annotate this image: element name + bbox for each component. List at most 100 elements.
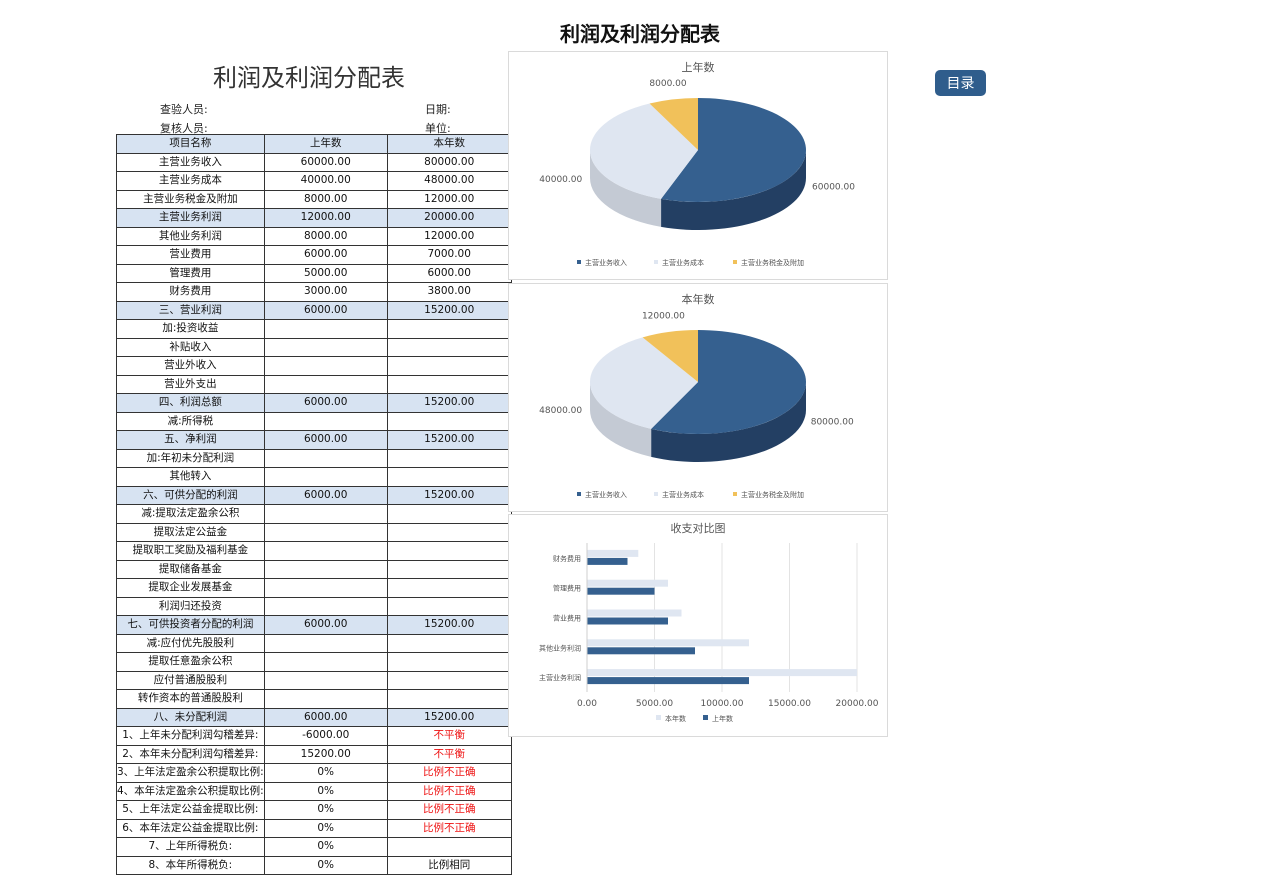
row-item-name[interactable]: 四、利润总额 (116, 393, 265, 413)
row-prev-value[interactable]: 0% (263, 818, 388, 838)
row-item-name[interactable]: 提取任意盈余公积 (116, 652, 265, 672)
row-curr-value[interactable]: 15200.00 (386, 430, 512, 450)
row-curr-value[interactable] (386, 837, 512, 857)
row-prev-value[interactable] (263, 559, 388, 579)
row-curr-value[interactable]: 15200.00 (386, 393, 512, 413)
row-item-name[interactable]: 转作资本的普通股股利 (116, 689, 265, 709)
row-prev-value[interactable]: 0% (263, 800, 388, 820)
row-item-name[interactable]: 提取企业发展基金 (116, 578, 265, 598)
row-prev-value[interactable]: 8000.00 (263, 189, 388, 209)
row-curr-value[interactable] (386, 374, 512, 394)
row-prev-value[interactable]: 0% (263, 763, 388, 783)
row-item-name[interactable]: 三、营业利润 (116, 300, 265, 320)
row-curr-value[interactable]: 15200.00 (386, 300, 512, 320)
row-item-name[interactable]: 4、本年法定盈余公积提取比例: (116, 781, 265, 801)
row-curr-value[interactable] (386, 504, 512, 524)
row-prev-value[interactable]: -6000.00 (263, 726, 388, 746)
row-item-name[interactable]: 其他转入 (116, 467, 265, 487)
row-item-name[interactable]: 减:所得税 (116, 411, 265, 431)
row-item-name[interactable]: 减:提取法定盈余公积 (116, 504, 265, 524)
row-curr-value[interactable]: 比例相同 (386, 855, 512, 875)
row-prev-value[interactable]: 0% (263, 855, 388, 875)
row-item-name[interactable]: 其他业务利润 (116, 226, 265, 246)
row-item-name[interactable]: 营业费用 (116, 245, 265, 265)
row-curr-value[interactable]: 比例不正确 (386, 763, 512, 783)
row-curr-value[interactable] (386, 337, 512, 357)
row-item-name[interactable]: 应付普通股股利 (116, 670, 265, 690)
row-prev-value[interactable]: 6000.00 (263, 300, 388, 320)
row-item-name[interactable]: 财务费用 (116, 282, 265, 302)
row-prev-value[interactable] (263, 411, 388, 431)
row-curr-value[interactable] (386, 596, 512, 616)
row-prev-value[interactable]: 6000.00 (263, 615, 388, 635)
row-prev-value[interactable] (263, 467, 388, 487)
row-curr-value[interactable] (386, 652, 512, 672)
row-prev-value[interactable]: 6000.00 (263, 485, 388, 505)
row-item-name[interactable]: 2、本年未分配利润勾稽差异: (116, 744, 265, 764)
row-curr-value[interactable]: 12000.00 (386, 189, 512, 209)
row-item-name[interactable]: 提取储备基金 (116, 559, 265, 579)
row-item-name[interactable]: 主营业务成本 (116, 171, 265, 191)
row-curr-value[interactable] (386, 578, 512, 598)
row-prev-value[interactable] (263, 652, 388, 672)
row-curr-value[interactable] (386, 411, 512, 431)
row-item-name[interactable]: 管理费用 (116, 263, 265, 283)
row-prev-value[interactable] (263, 448, 388, 468)
row-prev-value[interactable] (263, 356, 388, 376)
row-item-name[interactable]: 六、可供分配的利润 (116, 485, 265, 505)
row-curr-value[interactable]: 48000.00 (386, 171, 512, 191)
row-item-name[interactable]: 5、上年法定公益金提取比例: (116, 800, 265, 820)
row-item-name[interactable]: 主营业务收入 (116, 152, 265, 172)
row-curr-value[interactable] (386, 448, 512, 468)
menu-button[interactable]: 目录 (935, 70, 986, 96)
row-item-name[interactable]: 利润归还投资 (116, 596, 265, 616)
row-curr-value[interactable] (386, 559, 512, 579)
row-curr-value[interactable] (386, 670, 512, 690)
row-curr-value[interactable]: 不平衡 (386, 744, 512, 764)
row-item-name[interactable]: 7、上年所得税负: (116, 837, 265, 857)
row-curr-value[interactable]: 不平衡 (386, 726, 512, 746)
row-prev-value[interactable]: 6000.00 (263, 430, 388, 450)
row-prev-value[interactable]: 0% (263, 837, 388, 857)
row-item-name[interactable]: 五、净利润 (116, 430, 265, 450)
row-prev-value[interactable] (263, 541, 388, 561)
row-curr-value[interactable] (386, 467, 512, 487)
row-item-name[interactable]: 3、上年法定盈余公积提取比例: (116, 763, 265, 783)
row-item-name[interactable]: 加:投资收益 (116, 319, 265, 339)
row-item-name[interactable]: 提取职工奖励及福利基金 (116, 541, 265, 561)
row-prev-value[interactable]: 40000.00 (263, 171, 388, 191)
row-prev-value[interactable]: 60000.00 (263, 152, 388, 172)
row-item-name[interactable]: 提取法定公益金 (116, 522, 265, 542)
row-prev-value[interactable]: 6000.00 (263, 393, 388, 413)
row-prev-value[interactable] (263, 337, 388, 357)
row-prev-value[interactable] (263, 670, 388, 690)
row-item-name[interactable]: 8、本年所得税负: (116, 855, 265, 875)
row-prev-value[interactable] (263, 374, 388, 394)
row-curr-value[interactable] (386, 541, 512, 561)
row-item-name[interactable]: 主营业务利润 (116, 208, 265, 228)
row-curr-value[interactable] (386, 356, 512, 376)
row-curr-value[interactable] (386, 689, 512, 709)
row-prev-value[interactable]: 0% (263, 781, 388, 801)
row-item-name[interactable]: 营业外支出 (116, 374, 265, 394)
row-item-name[interactable]: 1、上年未分配利润勾稽差异: (116, 726, 265, 746)
row-curr-value[interactable] (386, 633, 512, 653)
row-curr-value[interactable]: 6000.00 (386, 263, 512, 283)
row-prev-value[interactable] (263, 504, 388, 524)
row-item-name[interactable]: 补贴收入 (116, 337, 265, 357)
row-prev-value[interactable]: 6000.00 (263, 245, 388, 265)
row-item-name[interactable]: 减:应付优先股股利 (116, 633, 265, 653)
row-prev-value[interactable]: 3000.00 (263, 282, 388, 302)
row-item-name[interactable]: 七、可供投资者分配的利润 (116, 615, 265, 635)
row-curr-value[interactable]: 15200.00 (386, 707, 512, 727)
row-curr-value[interactable]: 80000.00 (386, 152, 512, 172)
row-item-name[interactable]: 主营业务税金及附加 (116, 189, 265, 209)
row-curr-value[interactable]: 15200.00 (386, 615, 512, 635)
row-curr-value[interactable]: 15200.00 (386, 485, 512, 505)
row-prev-value[interactable]: 6000.00 (263, 707, 388, 727)
row-prev-value[interactable] (263, 578, 388, 598)
row-prev-value[interactable]: 5000.00 (263, 263, 388, 283)
row-prev-value[interactable]: 12000.00 (263, 208, 388, 228)
row-prev-value[interactable]: 15200.00 (263, 744, 388, 764)
row-prev-value[interactable] (263, 319, 388, 339)
